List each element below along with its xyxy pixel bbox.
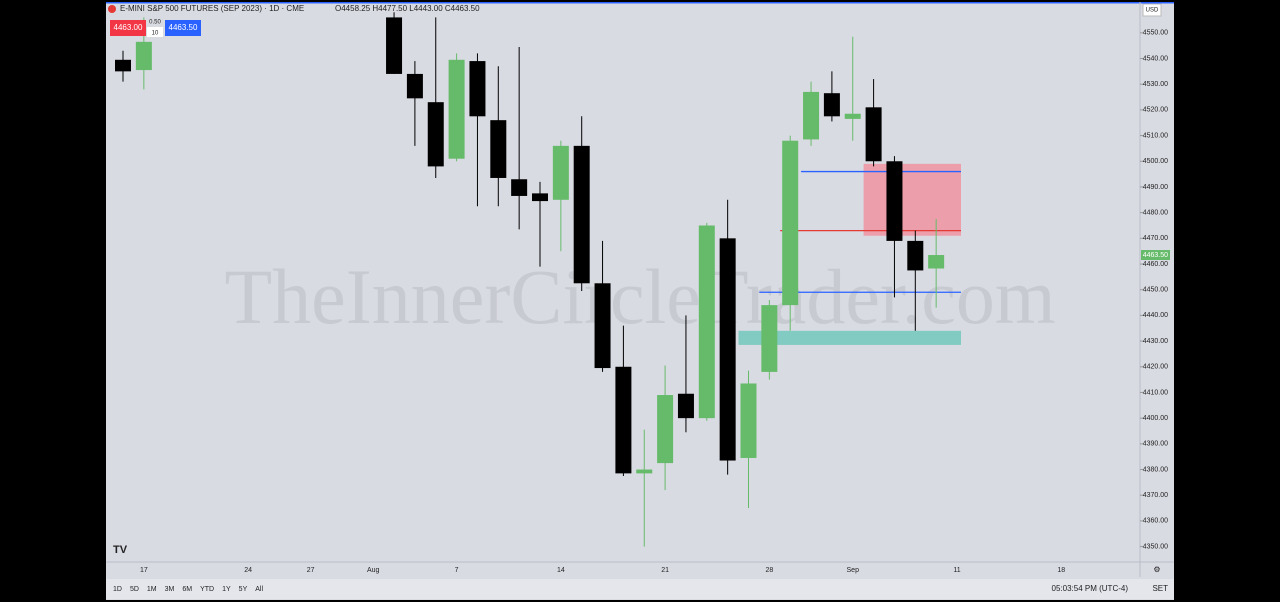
range-button[interactable]: 3M: [165, 586, 175, 593]
y-tick-label: 4430.00: [1143, 338, 1168, 345]
x-tick-label: Sep: [847, 567, 860, 574]
price-tag-label: 4463.50: [1143, 252, 1168, 259]
candle-body: [636, 469, 653, 474]
y-tick-label: 4520.00: [1143, 107, 1168, 114]
x-tick-label: 21: [661, 567, 669, 574]
candle-body: [490, 120, 507, 178]
clock: 05:03:54 PM (UTC-4): [1052, 584, 1129, 593]
zone: [863, 163, 961, 236]
buy-price: 4463.50: [169, 23, 198, 32]
x-tick-label: 7: [455, 567, 459, 574]
y-tick-label: 4490.00: [1143, 184, 1168, 191]
sell-button[interactable]: [110, 20, 146, 36]
x-tick-label: 27: [307, 567, 315, 574]
y-tick-label: 4550.00: [1143, 30, 1168, 37]
qty: 10: [152, 31, 159, 37]
candle-body: [865, 107, 882, 162]
symbol: E-MINI S&P 500 FUTURES (SEP 2023) · 1D ·…: [120, 4, 304, 13]
qty-box[interactable]: [147, 27, 163, 37]
candle-body: [907, 240, 924, 271]
y-tick-label: 4500.00: [1143, 158, 1168, 165]
x-tick-label: 17: [140, 567, 148, 574]
candle-body: [782, 140, 799, 306]
candle-body: [115, 59, 131, 72]
symbol-icon: [108, 5, 116, 13]
candle-body: [552, 145, 569, 200]
candle-body: [719, 238, 736, 461]
candle-body: [886, 161, 903, 241]
candle-body: [448, 59, 465, 159]
x-tick-label: 11: [953, 567, 960, 574]
y-tick-label: 4400.00: [1143, 415, 1168, 422]
y-tick-label: 4380.00: [1143, 466, 1168, 473]
y-tick-label: 4470.00: [1143, 235, 1168, 242]
y-tick-label: 4530.00: [1143, 81, 1168, 88]
candle-body: [928, 255, 945, 269]
x-tick-label: Aug: [367, 567, 380, 574]
y-tick-label: 4540.00: [1143, 55, 1168, 62]
range-button[interactable]: 1M: [147, 586, 157, 593]
candle-body: [740, 383, 757, 458]
candle-body: [823, 93, 840, 117]
range-button[interactable]: 5Y: [239, 586, 248, 593]
zone: [738, 330, 961, 345]
candle-body: [406, 73, 423, 99]
y-tick-label: 4460.00: [1143, 261, 1168, 268]
price-tag: [1141, 250, 1170, 261]
top-border: [106, 2, 1174, 4]
candle-body: [657, 395, 674, 464]
y-tick-label: 4480.00: [1143, 209, 1168, 216]
y-tick-label: 4450.00: [1143, 287, 1168, 294]
candle-body: [594, 283, 611, 369]
candle-body: [573, 145, 590, 284]
candle-body: [469, 61, 486, 117]
toolbar-bg: [106, 579, 1174, 599]
y-tick-label: 4440.00: [1143, 312, 1168, 319]
x-tick-label: 18: [1057, 567, 1065, 574]
logo: TV: [113, 544, 128, 556]
x-tick-label: 24: [244, 567, 252, 574]
candle-body: [615, 366, 632, 474]
candle-body: [386, 17, 403, 74]
candle-body: [677, 393, 694, 419]
candle-body: [844, 113, 861, 119]
candle-body: [511, 179, 528, 196]
buy-button[interactable]: [165, 20, 201, 36]
currency: USD: [1146, 8, 1159, 14]
y-tick-label: 4370.00: [1143, 492, 1168, 499]
y-tick-label: 4420.00: [1143, 364, 1168, 371]
x-tick-label: 14: [557, 567, 565, 574]
range-button[interactable]: All: [255, 586, 263, 593]
sell-price: 4463.00: [114, 23, 143, 32]
y-tick-label: 4350.00: [1143, 543, 1168, 550]
currency-box[interactable]: [1142, 3, 1162, 17]
chart-bg: [106, 2, 1174, 600]
session: SET: [1152, 584, 1168, 593]
range-button[interactable]: 5D: [130, 586, 139, 593]
y-tick-label: 4510.00: [1143, 132, 1168, 139]
candle-body: [698, 225, 715, 419]
range-button[interactable]: 6M: [182, 586, 192, 593]
settings-icon[interactable]: ⚙: [1153, 565, 1160, 574]
spread: 0.50: [149, 20, 161, 26]
range-button[interactable]: YTD: [200, 586, 214, 593]
y-tick-label: 4410.00: [1143, 389, 1168, 396]
candle-body: [761, 305, 778, 372]
range-button[interactable]: 1Y: [222, 586, 231, 593]
x-tick-label: 28: [765, 567, 773, 574]
candle-body: [135, 41, 152, 71]
ohlc: O4458.25 H4477.50 L4443.00 C4463.50: [335, 4, 480, 13]
candle-body: [803, 91, 820, 140]
range-button[interactable]: 1D: [113, 586, 122, 593]
candle-body: [532, 193, 548, 202]
plot: TheInnerCircleTrader.com: [115, 12, 1056, 547]
candle-body: [427, 102, 444, 167]
y-tick-label: 4390.00: [1143, 441, 1168, 448]
y-tick-label: 4360.00: [1143, 518, 1168, 525]
